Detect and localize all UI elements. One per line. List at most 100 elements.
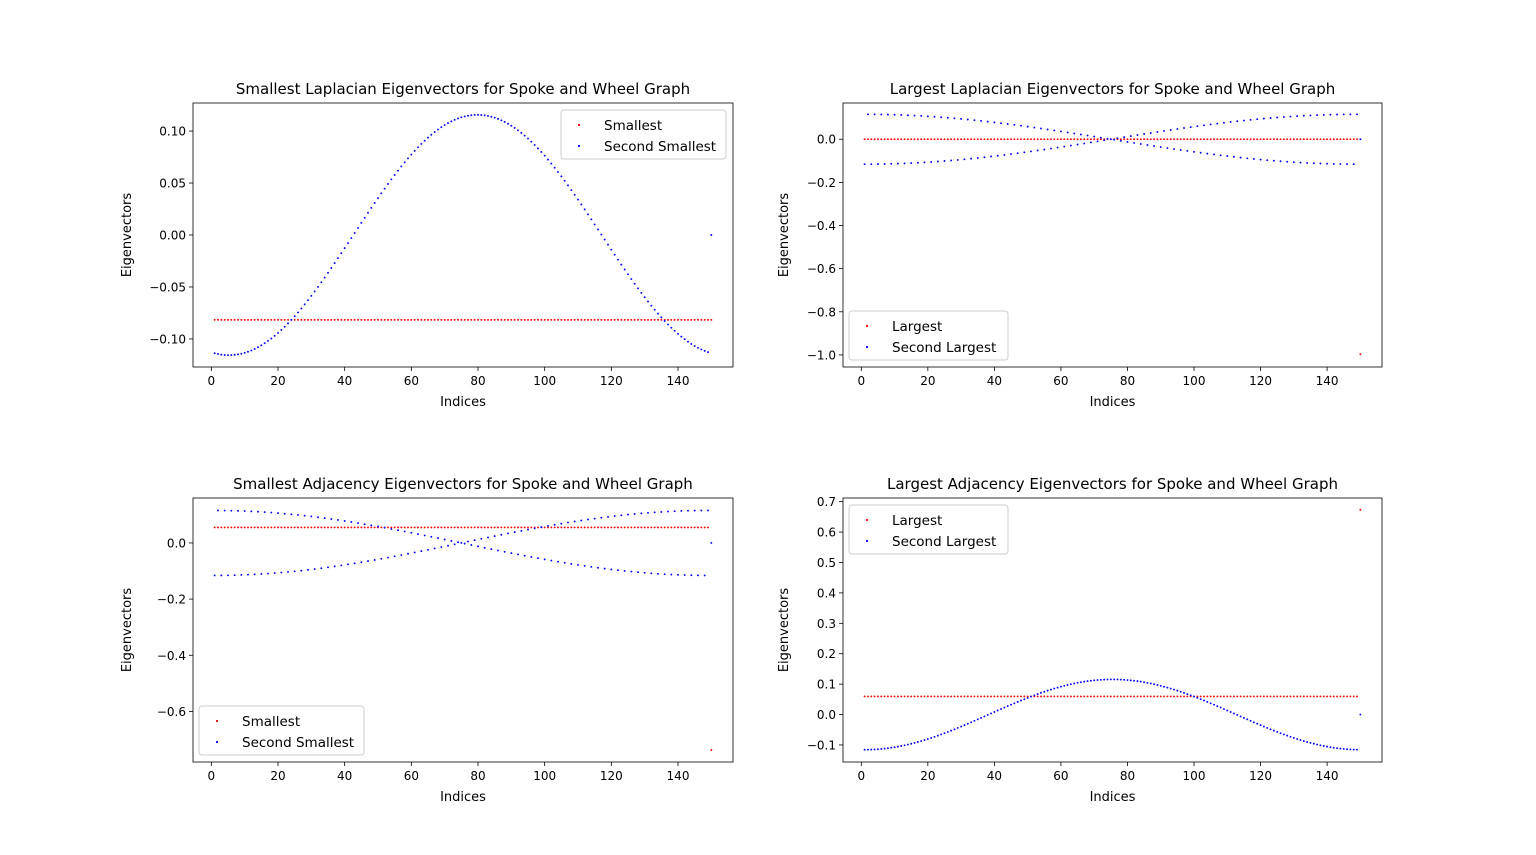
data-point — [710, 318, 713, 321]
data-point — [1149, 682, 1152, 685]
data-point — [333, 318, 336, 321]
data-point — [263, 318, 266, 321]
data-point — [673, 318, 676, 321]
data-point — [650, 318, 653, 321]
data-point — [407, 157, 409, 160]
y-tick-label: 0.7 — [817, 495, 836, 509]
data-point — [533, 527, 536, 530]
data-point — [1166, 695, 1169, 698]
data-point — [513, 531, 516, 534]
data-point — [587, 526, 589, 529]
data-point — [257, 346, 259, 349]
data-point — [423, 526, 426, 529]
data-point — [1049, 688, 1052, 691]
data-point — [923, 739, 926, 742]
data-point — [1119, 695, 1122, 698]
data-point — [1262, 138, 1265, 141]
data-point — [217, 509, 219, 512]
data-point — [1252, 721, 1255, 724]
data-point — [1096, 679, 1099, 681]
data-point — [926, 738, 929, 740]
legend-marker — [215, 719, 219, 723]
data-point — [1006, 705, 1009, 708]
data-point — [513, 318, 516, 321]
data-point — [1219, 695, 1222, 698]
data-point — [353, 562, 356, 565]
x-tick-label: 20 — [920, 769, 935, 783]
data-point — [1272, 729, 1275, 732]
data-point — [450, 120, 453, 123]
x-axis-label: Indices — [1090, 395, 1136, 410]
data-point — [507, 532, 509, 535]
data-point — [1312, 742, 1315, 745]
subplot-3: Smallest Adjacency Eigenvectors for Spok… — [120, 475, 734, 805]
data-point — [1183, 695, 1185, 698]
data-point — [1066, 683, 1069, 686]
data-point — [867, 138, 869, 141]
data-point — [507, 122, 509, 125]
data-point — [303, 318, 306, 321]
data-point — [380, 557, 383, 560]
data-point — [1242, 716, 1245, 719]
data-point — [1223, 695, 1225, 698]
data-point — [307, 568, 309, 571]
data-point — [657, 318, 659, 321]
chart-title: Largest Adjacency Eigenvectors for Spoke… — [887, 475, 1338, 493]
data-point — [317, 516, 319, 519]
data-point — [223, 526, 226, 529]
data-point — [660, 510, 663, 513]
data-point — [1113, 695, 1116, 698]
data-point — [700, 318, 703, 321]
data-point — [690, 342, 693, 345]
data-point — [963, 724, 966, 727]
data-point — [457, 541, 459, 544]
data-point — [1342, 138, 1345, 141]
data-point — [290, 526, 293, 529]
data-point — [1183, 127, 1185, 129]
x-tick-label: 120 — [1249, 374, 1272, 388]
data-point — [1129, 138, 1132, 141]
data-point — [617, 258, 619, 261]
y-tick-label: −0.6 — [157, 705, 186, 719]
data-point — [500, 526, 503, 529]
data-point — [1319, 162, 1322, 165]
data-point — [1016, 152, 1019, 155]
data-point — [213, 318, 216, 321]
data-point — [1000, 138, 1002, 141]
data-point — [1139, 680, 1142, 683]
data-point — [1346, 163, 1349, 166]
data-point — [567, 521, 569, 524]
x-tick-label: 80 — [470, 374, 485, 388]
data-point — [1079, 133, 1082, 136]
data-point — [640, 291, 643, 294]
data-point — [643, 571, 646, 574]
data-point — [923, 161, 926, 164]
data-point — [970, 138, 973, 141]
data-point — [1349, 113, 1352, 116]
data-point — [577, 563, 579, 566]
data-point — [390, 527, 393, 530]
x-tick-label: 40 — [337, 769, 352, 783]
x-tick-label: 20 — [270, 374, 285, 388]
data-point — [1139, 138, 1142, 141]
data-point — [430, 526, 433, 529]
data-point — [467, 318, 469, 321]
data-point — [603, 526, 606, 529]
data-point — [1289, 115, 1292, 118]
data-point — [956, 726, 959, 729]
data-point — [457, 526, 459, 529]
data-point — [453, 543, 456, 546]
data-point — [690, 526, 693, 529]
data-point — [647, 318, 649, 321]
data-point — [1013, 123, 1016, 126]
data-point — [1089, 138, 1092, 141]
data-point — [233, 318, 236, 321]
data-point — [1066, 138, 1069, 141]
data-point — [960, 138, 963, 141]
data-point — [1059, 695, 1062, 698]
data-point — [490, 526, 493, 529]
data-point — [580, 519, 583, 522]
data-point — [990, 712, 993, 715]
data-point — [520, 318, 523, 321]
data-point — [340, 564, 343, 567]
